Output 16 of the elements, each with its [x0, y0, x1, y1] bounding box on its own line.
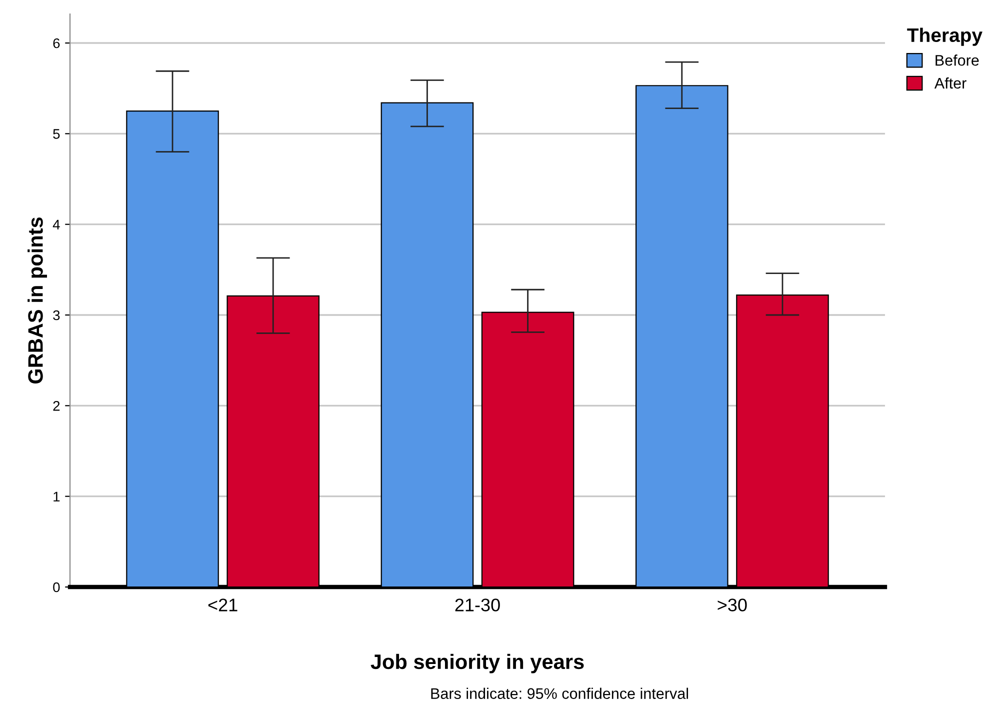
- legend-label: Before: [936, 54, 979, 66]
- y-tick-label: 5: [53, 129, 60, 139]
- y-tick-label: 0: [53, 582, 60, 592]
- y-tick-label: 3: [53, 310, 60, 320]
- legend-label: After: [934, 77, 966, 89]
- y-tick-label: 1: [54, 492, 60, 502]
- x-tick-label: <21: [208, 598, 238, 612]
- y-tick-label: 4: [52, 220, 60, 230]
- y-tick-label: 6: [53, 38, 60, 48]
- y-axis-title: GRBAS in points: [28, 217, 47, 384]
- legend-title: Therapy: [907, 28, 982, 46]
- y-tick-label: 2: [53, 401, 60, 411]
- x-tick-label: >30: [718, 598, 747, 612]
- x-axis-title: Job seniority in years: [370, 654, 584, 674]
- x-tick-label: 21-30: [455, 598, 500, 612]
- text: Bars indicate: 95% confidence interval: [431, 688, 688, 699]
